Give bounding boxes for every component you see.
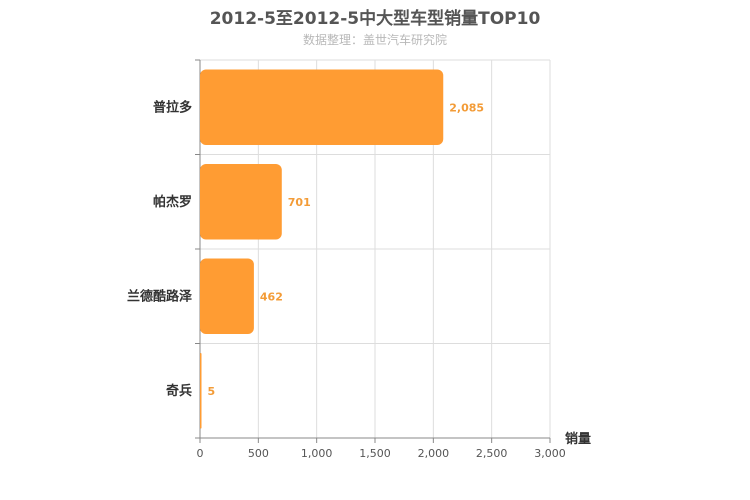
category-label: 奇兵: [166, 383, 192, 399]
category-label: 兰德酷路泽: [127, 288, 193, 304]
bars: [200, 69, 444, 429]
bar: [200, 352, 202, 429]
chart-subtitle: 数据整理：盖世汽车研究院: [302, 33, 447, 47]
category-label: 帕杰罗: [153, 194, 192, 210]
x-axis-title: 销量: [565, 431, 591, 447]
data-label: 5: [208, 385, 216, 398]
x-tick-label: 500: [248, 447, 269, 460]
data-label: 701: [288, 196, 311, 209]
x-tick-label: 1,000: [301, 447, 333, 460]
x-tick-label: 2,500: [476, 447, 508, 460]
x-tick-label: 1,500: [359, 447, 391, 460]
x-tick-label: 2,000: [418, 447, 450, 460]
x-tick-label: 3,000: [534, 447, 566, 460]
x-tick-label: 0: [197, 447, 204, 460]
data-label: 462: [260, 290, 283, 303]
data-label: 2,085: [449, 101, 484, 114]
chart-title: 2012-5至2012-5中大型车型销量TOP10: [209, 9, 541, 29]
category-label: 普拉多: [153, 99, 192, 115]
bar: [200, 163, 282, 240]
bar: [200, 258, 254, 335]
labels: 0 500 1,000 1,500 2,000 2,500 3,000 2,085 普拉多 701…: [127, 99, 566, 460]
bar: [200, 69, 444, 146]
